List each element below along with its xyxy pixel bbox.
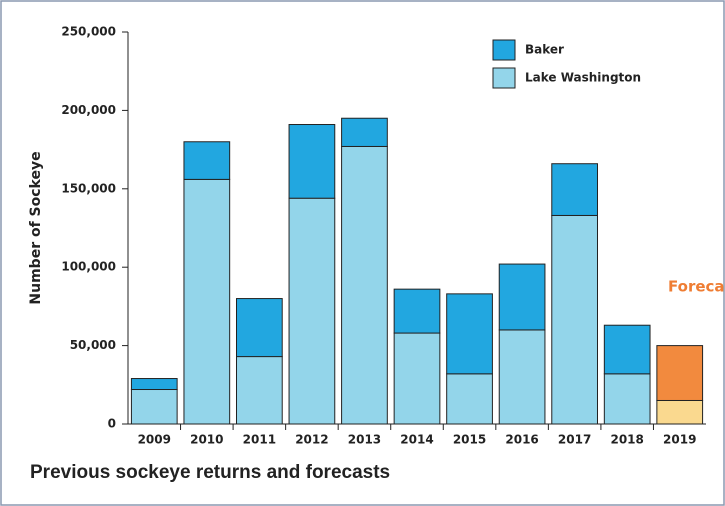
bar-segment bbox=[551, 163, 598, 216]
bar-segment bbox=[446, 373, 493, 425]
x-tick-label: 2013 bbox=[348, 433, 381, 447]
bar-segment bbox=[236, 356, 283, 425]
bar-segment bbox=[130, 389, 178, 425]
y-axis-label: Number of Sockeye bbox=[28, 151, 44, 304]
bar-segment bbox=[288, 197, 336, 425]
y-tick-label: 250,000 bbox=[61, 25, 116, 39]
bar-segment bbox=[341, 117, 388, 147]
bar-segment bbox=[446, 293, 493, 375]
bar-segment bbox=[603, 324, 651, 375]
y-tick-label: 100,000 bbox=[61, 260, 116, 274]
chart-title: Previous sockeye returns and forecasts bbox=[30, 462, 390, 483]
bar-segment bbox=[656, 345, 704, 401]
legend-label: Lake Washington bbox=[525, 71, 641, 85]
x-tick-label: 2011 bbox=[243, 433, 276, 447]
y-tick-label: 0 bbox=[108, 417, 116, 431]
x-tick-label: 2016 bbox=[505, 433, 538, 447]
x-tick-label: 2010 bbox=[190, 433, 223, 447]
x-tick-label: 2017 bbox=[558, 433, 591, 447]
bar-segment bbox=[393, 332, 441, 425]
bar-segment bbox=[603, 373, 651, 425]
bar-segment bbox=[130, 378, 178, 391]
bar-segment bbox=[656, 399, 704, 425]
x-tick-label: 2019 bbox=[663, 433, 696, 447]
y-tick-label: 200,000 bbox=[61, 103, 116, 117]
bar-segment bbox=[498, 329, 546, 425]
bar-segment bbox=[288, 124, 336, 199]
bar-segment bbox=[551, 214, 598, 425]
legend-label: Baker bbox=[525, 43, 564, 57]
annotation: Forecast bbox=[668, 278, 725, 296]
bar-segment bbox=[183, 178, 231, 425]
bar-segment bbox=[498, 263, 546, 331]
x-tick-label: 2012 bbox=[295, 433, 328, 447]
bar-segment bbox=[341, 145, 388, 425]
y-tick-label: 50,000 bbox=[70, 338, 116, 352]
bar-segment bbox=[393, 288, 441, 334]
bar-segment bbox=[236, 298, 283, 358]
x-tick-label: 2014 bbox=[400, 433, 433, 447]
x-tick-label: 2009 bbox=[138, 433, 171, 447]
bar-segment bbox=[183, 141, 231, 180]
y-tick-label: 150,000 bbox=[61, 181, 116, 195]
x-tick-label: 2015 bbox=[453, 433, 486, 447]
legend-swatch bbox=[492, 39, 516, 61]
x-tick-label: 2018 bbox=[610, 433, 643, 447]
legend-swatch bbox=[492, 67, 516, 89]
